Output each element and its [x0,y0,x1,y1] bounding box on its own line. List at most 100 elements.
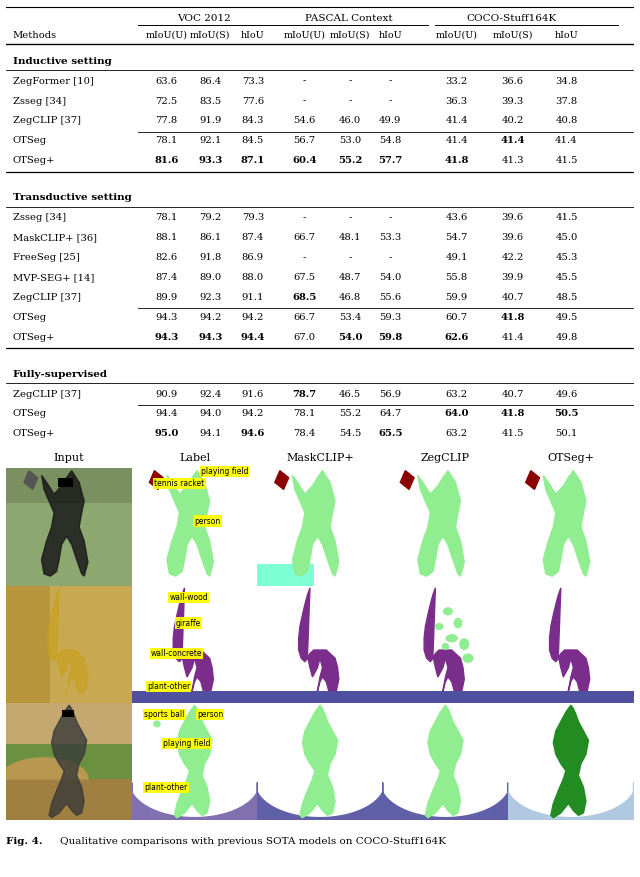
Text: 91.6: 91.6 [242,389,264,398]
Text: ZegCLIP [37]: ZegCLIP [37] [13,293,81,302]
Text: -: - [348,213,352,222]
Text: OTSeg: OTSeg [13,410,47,418]
Polygon shape [49,705,86,817]
Text: person: person [195,517,221,525]
Text: 86.4: 86.4 [199,76,221,86]
Text: 86.1: 86.1 [199,233,221,242]
Text: 83.5: 83.5 [199,96,221,105]
Text: -: - [303,253,306,262]
Text: 59.3: 59.3 [379,313,401,322]
Text: 92.4: 92.4 [199,389,221,398]
Text: 41.5: 41.5 [556,156,578,166]
Text: 64.0: 64.0 [444,410,469,418]
Text: -: - [388,213,392,222]
Text: 49.5: 49.5 [556,313,578,322]
Polygon shape [132,782,257,820]
Polygon shape [551,705,588,817]
Text: 43.6: 43.6 [445,213,468,222]
Text: 41.8: 41.8 [445,156,469,166]
Text: 49.1: 49.1 [445,253,468,262]
Text: 40.7: 40.7 [501,389,524,398]
Text: 56.9: 56.9 [379,389,401,398]
Text: 50.5: 50.5 [554,410,579,418]
Text: 60.4: 60.4 [292,156,317,166]
Text: 49.9: 49.9 [379,117,401,125]
Bar [6,468,132,503]
Text: plant-other: plant-other [145,782,188,792]
Text: 54.0: 54.0 [338,332,362,342]
Text: 94.0: 94.0 [199,410,221,418]
Text: OTSeg+: OTSeg+ [13,156,55,166]
Text: 40.8: 40.8 [556,117,578,125]
Text: OTSeg: OTSeg [13,137,47,146]
Text: Qualitative comparisons with previous SOTA models on COCO-Stuff164K: Qualitative comparisons with previous SO… [60,838,445,846]
Text: playing field: playing field [163,739,211,748]
Text: COCO-Stuff164K: COCO-Stuff164K [466,14,556,23]
Text: Zsseg [34]: Zsseg [34] [13,96,66,105]
Text: 94.3: 94.3 [198,332,223,342]
Circle shape [153,720,161,727]
Text: 59.9: 59.9 [445,293,468,302]
Text: 87.1: 87.1 [241,156,265,166]
Text: OTSeg+: OTSeg+ [13,430,55,438]
Text: 56.7: 56.7 [293,137,316,146]
Text: 62.6: 62.6 [445,332,469,342]
Text: 54.7: 54.7 [445,233,468,242]
Text: Transductive setting: Transductive setting [13,193,131,203]
Text: 72.5: 72.5 [156,96,177,105]
Text: 78.1: 78.1 [293,410,316,418]
Text: 94.2: 94.2 [242,313,264,322]
Text: 45.0: 45.0 [556,233,578,242]
Ellipse shape [462,653,474,663]
Polygon shape [543,471,589,576]
Text: ZegCLIP [37]: ZegCLIP [37] [13,389,81,398]
Text: 41.4: 41.4 [445,117,468,125]
Text: -: - [388,253,392,262]
Text: 78.1: 78.1 [155,213,177,222]
Text: 77.6: 77.6 [242,96,264,105]
Text: 81.6: 81.6 [154,156,179,166]
Ellipse shape [460,638,469,650]
Text: -: - [388,76,392,86]
Text: hIoU: hIoU [241,31,265,39]
Text: 33.2: 33.2 [445,76,468,86]
Polygon shape [173,588,213,694]
Text: 54.8: 54.8 [379,137,401,146]
Text: 50.1: 50.1 [556,430,578,438]
Text: 94.2: 94.2 [199,313,221,322]
Polygon shape [383,782,508,820]
Text: 41.5: 41.5 [501,430,524,438]
Text: 41.4: 41.4 [555,137,578,146]
Text: 37.8: 37.8 [556,96,578,105]
Polygon shape [275,471,289,489]
Bar [257,691,383,702]
Text: 63.6: 63.6 [156,76,177,86]
Text: 94.6: 94.6 [241,430,265,438]
Text: Methods: Methods [13,31,57,39]
Text: 92.3: 92.3 [199,293,221,302]
Text: 46.8: 46.8 [339,293,361,302]
Text: 73.3: 73.3 [242,76,264,86]
Text: mIoU(S): mIoU(S) [330,31,371,39]
Text: 94.3: 94.3 [154,332,179,342]
Polygon shape [257,782,383,820]
Text: 92.1: 92.1 [199,137,221,146]
Bar [61,709,74,717]
Text: 57.7: 57.7 [378,156,403,166]
Text: 53.4: 53.4 [339,313,362,322]
Text: plant-other: plant-other [147,681,190,691]
Polygon shape [149,471,163,489]
Text: tennis racket: tennis racket [154,479,205,488]
Text: 86.9: 86.9 [242,253,264,262]
Text: 84.5: 84.5 [242,137,264,146]
Text: MVP-SEG+ [14]: MVP-SEG+ [14] [13,273,94,282]
Text: 78.4: 78.4 [293,430,316,438]
Text: person: person [197,710,223,719]
Text: -: - [303,76,306,86]
Text: 55.2: 55.2 [339,410,361,418]
Text: MaskCLIP+ [36]: MaskCLIP+ [36] [13,233,97,242]
Text: 66.7: 66.7 [293,313,316,322]
Polygon shape [426,705,463,817]
Text: 89.0: 89.0 [199,273,221,282]
Polygon shape [550,588,589,694]
